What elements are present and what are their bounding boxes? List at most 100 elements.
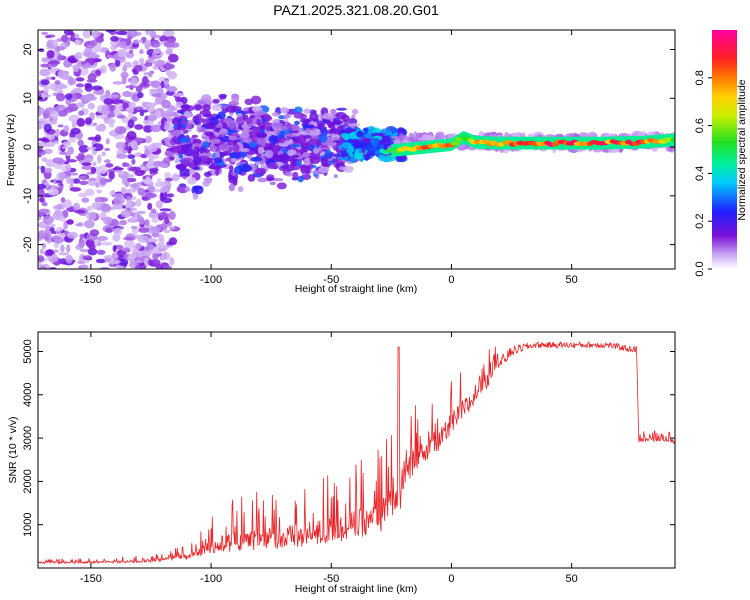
noise-blob [109, 63, 117, 72]
snr-marks [38, 340, 675, 565]
noise-blob [84, 154, 94, 163]
noise-blob [113, 107, 122, 116]
noise-blob [104, 159, 111, 164]
noise-blob [155, 109, 161, 119]
noise-blob [135, 242, 142, 250]
noise-blob [54, 209, 63, 217]
turbulence-blob [215, 114, 222, 119]
noise-blob [41, 58, 51, 63]
noise-blob [104, 255, 114, 259]
turbulence-blob [310, 130, 321, 136]
turbulence-blob [240, 150, 247, 158]
noise-blob [41, 242, 47, 250]
snr-ticks: -150 -100 -50 0 50 1000 2000 3000 4000 5000 [22, 332, 675, 585]
noise-blob [160, 80, 165, 89]
noise-blob [90, 166, 97, 174]
noise-blob [149, 173, 155, 177]
turbulence-blob [222, 150, 231, 156]
noise-blob [131, 225, 138, 230]
noise-blob [69, 177, 74, 186]
noise-blob [150, 208, 157, 214]
noise-blob [61, 34, 69, 43]
noise-blob [168, 156, 175, 161]
noise-blob [78, 192, 88, 198]
turbulence-blob [254, 167, 267, 176]
noise-blob [151, 226, 161, 233]
turbulence-blob [303, 135, 312, 139]
noise-blob [167, 71, 178, 80]
turbulence-blob [191, 134, 198, 138]
noise-blob [153, 160, 163, 167]
turbulence-blob [303, 108, 311, 114]
noise-blob [80, 248, 89, 253]
halo-blob [434, 135, 439, 141]
turbulence-blob [254, 110, 266, 116]
turbulence-blob [312, 170, 320, 175]
turbulence-blob [169, 145, 182, 153]
noise-blob [45, 35, 52, 39]
turbulence-blob [266, 177, 275, 181]
noise-blob [133, 64, 143, 72]
noise-blob [143, 178, 152, 185]
noise-blob [78, 265, 83, 269]
noise-blob [131, 196, 137, 201]
transition-blob [343, 136, 350, 141]
spectrogram-xtick-label: 50 [566, 274, 578, 286]
turbulence-blob [266, 162, 278, 170]
noise-blob [45, 76, 52, 81]
turbulence-blob [351, 108, 359, 115]
snr-xtick-label: 50 [566, 573, 578, 585]
noise-blob [48, 69, 57, 74]
snr-ytick-label: 1000 [22, 512, 34, 536]
noise-blob [46, 50, 55, 59]
transition-blob [350, 155, 356, 164]
noise-blob [126, 130, 137, 140]
noise-blob [117, 50, 127, 58]
noise-blob [43, 85, 49, 93]
noise-blob [155, 200, 163, 209]
noise-blob [120, 187, 127, 195]
turbulence-blob [176, 185, 189, 194]
noise-blob [147, 144, 158, 153]
noise-blob [158, 234, 164, 242]
noise-blob [147, 157, 154, 167]
noise-blob [92, 161, 97, 166]
turbulence-blob [198, 126, 207, 133]
noise-blob [148, 210, 160, 219]
noise-blob [127, 177, 137, 183]
noise-blob [136, 39, 144, 43]
turbulence-blob [174, 97, 183, 102]
turbulence-blob [190, 160, 195, 170]
noise-blob [93, 89, 105, 96]
noise-blob [125, 107, 134, 113]
noise-blob [43, 123, 52, 133]
snr-line [38, 340, 675, 565]
noise-blob [137, 92, 144, 99]
noise-blob [115, 30, 128, 36]
turbulence-blob [180, 104, 191, 110]
spectrogram-ytick-label: -20 [22, 237, 34, 253]
noise-blob [143, 124, 154, 133]
noise-blob [48, 83, 57, 90]
turbulence-blob [325, 149, 332, 156]
noise-blob [135, 198, 142, 207]
turbulence-blob [318, 134, 328, 143]
noise-blob [159, 35, 169, 43]
noise-blob [86, 44, 93, 48]
turbulence-blob [333, 153, 340, 158]
turbulence-blob [237, 186, 244, 193]
noise-blob [61, 209, 69, 219]
turbulence-blob [283, 140, 294, 145]
noise-blob [82, 30, 92, 39]
noise-blob [114, 126, 127, 135]
turbulence-blob [294, 160, 303, 166]
spectrogram-xlabel: Height of straight line (km) [295, 283, 418, 295]
noise-blob [164, 150, 174, 157]
noise-blob [75, 77, 85, 82]
noise-blob [145, 135, 152, 144]
turbulence-blob [247, 174, 256, 182]
noise-blob [165, 136, 170, 146]
noise-blob [84, 117, 93, 125]
turbulence-blob [201, 94, 212, 103]
noise-blob [131, 158, 136, 165]
